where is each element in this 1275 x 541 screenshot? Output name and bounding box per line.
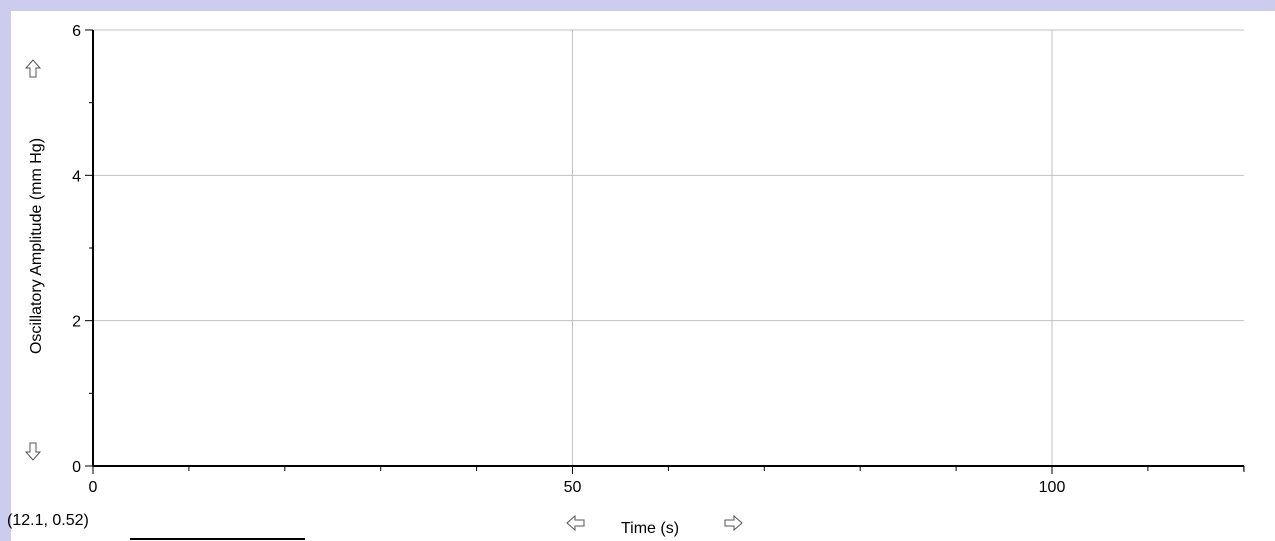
arrow-up-icon[interactable]: [24, 59, 42, 78]
y-axis-label: Oscillatory Amplitude (mm Hg): [28, 138, 45, 354]
x-tick-label-50: 50: [564, 479, 582, 496]
y-tick-label-0: 0: [72, 459, 81, 476]
x-axis-label: Time (s): [621, 520, 679, 537]
y-tick-label-6: 6: [72, 23, 81, 40]
grid-lines: [93, 29, 1244, 466]
y-tick-label-2: 2: [72, 314, 81, 331]
arrow-right-icon[interactable]: [724, 514, 743, 532]
readout-underline: [130, 538, 305, 540]
arrow-left-icon[interactable]: [566, 514, 585, 532]
x-tick-label-100: 100: [1039, 479, 1066, 496]
chart-frame: [11, 11, 1275, 541]
cursor-coordinate-readout: (12.1, 0.52): [7, 512, 89, 529]
y-tick-label-4: 4: [72, 168, 81, 185]
axis-ticks: 0 2 4 6 0 50 100: [72, 23, 1245, 496]
x-tick-label-0: 0: [89, 479, 98, 496]
arrow-down-icon[interactable]: [24, 442, 42, 461]
axes: [92, 30, 1244, 467]
